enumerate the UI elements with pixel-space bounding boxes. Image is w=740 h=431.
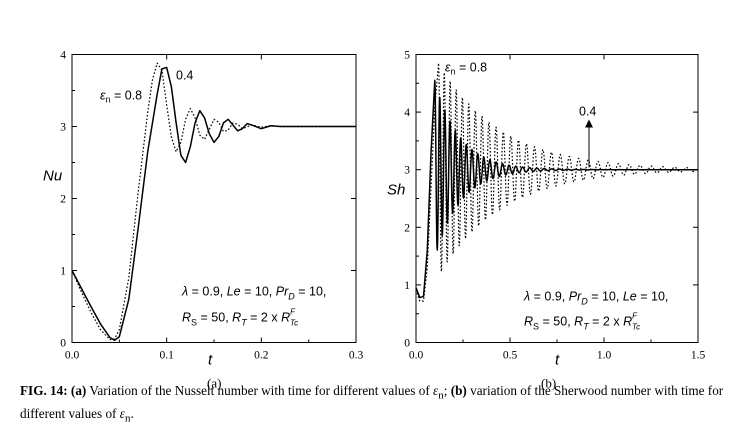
caption-part-b-label: (b) xyxy=(450,383,467,398)
panel-b-ytick-label: 3 xyxy=(404,165,410,177)
panel-b-xtick-label: 0.0 xyxy=(409,350,424,362)
panel-b-series-label-dotted: εn = 0.8 xyxy=(445,61,487,77)
panel-b-xtick-label: 1.0 xyxy=(597,350,612,362)
panel-a-params-line1: λ = 0.9, Le = 10, PrD = 10, xyxy=(181,285,326,302)
panel-b-ytick-label: 2 xyxy=(404,222,410,234)
panel-b-series-eps-0-4 xyxy=(415,79,699,299)
caption-part-b-sub: n xyxy=(124,412,131,425)
panel-a-params-line2: RS = 50, RT = 2 x RF Tc xyxy=(182,308,298,328)
panel-b-ytick-label: 1 xyxy=(404,280,410,292)
caption-part-b-text: variation of the Sherwood number with ti… xyxy=(20,383,724,421)
caption-part-a-text: Variation of the Nusselt number with tim… xyxy=(86,383,434,398)
panel-a-xtick-label: 0.0 xyxy=(65,350,80,362)
panel-b-series xyxy=(415,62,699,302)
panel-a-ytick-label: 0 xyxy=(60,338,66,350)
panel-a-xtick-label: 0.3 xyxy=(349,350,364,362)
panel-b-ytick-label: 0 xyxy=(404,338,410,350)
panel-a: 0.0 0.1 0.2 0.3 0 1 2 3 4 Nu t εn = 0.8 0.4 λ = … xyxy=(43,50,363,391)
panel-a-series-label-solid: 0.4 xyxy=(176,69,193,83)
caption-part-a-symbol: ε xyxy=(433,383,439,398)
panel-a-xtick-label: 0.1 xyxy=(159,350,174,362)
panel-b-ytick-label: 5 xyxy=(404,50,410,62)
panel-a-ticks: 0.0 0.1 0.2 0.3 0 1 2 3 4 xyxy=(60,50,363,362)
panel-b-xlabel: t xyxy=(555,352,560,369)
panel-b-params-line1: λ = 0.9, PrD = 10, Le = 10, xyxy=(523,290,668,307)
panel-b-arrow xyxy=(585,119,593,168)
caption-part-b-symbol: ε xyxy=(119,405,125,421)
caption-part-a-sub: n xyxy=(438,389,444,402)
panel-b-series-eps-0-8 xyxy=(415,62,699,302)
panel-a-xtick-label: 0.2 xyxy=(254,350,269,362)
panel-b-ytick-label: 4 xyxy=(404,107,410,119)
panel-b: 0.0 0.5 1.0 1.5 0 1 2 3 4 5 Sh t εn = 0.8 0.4 λ =… xyxy=(387,50,705,391)
panel-b-xtick-label: 0.5 xyxy=(503,350,518,362)
caption-part-a-label: (a) xyxy=(70,383,87,398)
panel-b-label: (b) xyxy=(541,376,556,391)
caption-part-b-end: . xyxy=(130,405,134,421)
panel-b-ticks: 0.0 0.5 1.0 1.5 0 1 2 3 4 5 xyxy=(404,50,705,362)
caption-part-a-end: ; xyxy=(443,383,451,398)
panel-a-series-eps-0-4 xyxy=(71,66,356,342)
figure-caption: FIG. 14: (a) Variation of the Nusselt nu… xyxy=(20,382,732,427)
panel-b-series-label-solid: 0.4 xyxy=(579,105,596,119)
panel-b-ylabel: Sh xyxy=(387,182,405,199)
panel-a-ytick-label: 4 xyxy=(60,50,66,62)
caption-label: FIG. 14: xyxy=(20,383,68,398)
panel-a-series xyxy=(71,62,356,342)
panel-b-xtick-label: 1.5 xyxy=(691,350,706,362)
panel-a-ylabel: Nu xyxy=(43,168,63,185)
panel-a-ytick-label: 1 xyxy=(60,266,66,278)
panel-a-xlabel: t xyxy=(208,352,213,369)
panel-a-series-label-dotted: εn = 0.8 xyxy=(100,89,142,105)
panel-a-ytick-label: 3 xyxy=(60,122,66,134)
panel-b-arrow-head xyxy=(585,119,593,128)
panel-a-label: (a) xyxy=(207,376,221,391)
panel-a-ytick-label: 2 xyxy=(60,194,66,206)
panel-b-params-line2: RS = 50, RT = 2 x RF Tc xyxy=(524,312,640,332)
